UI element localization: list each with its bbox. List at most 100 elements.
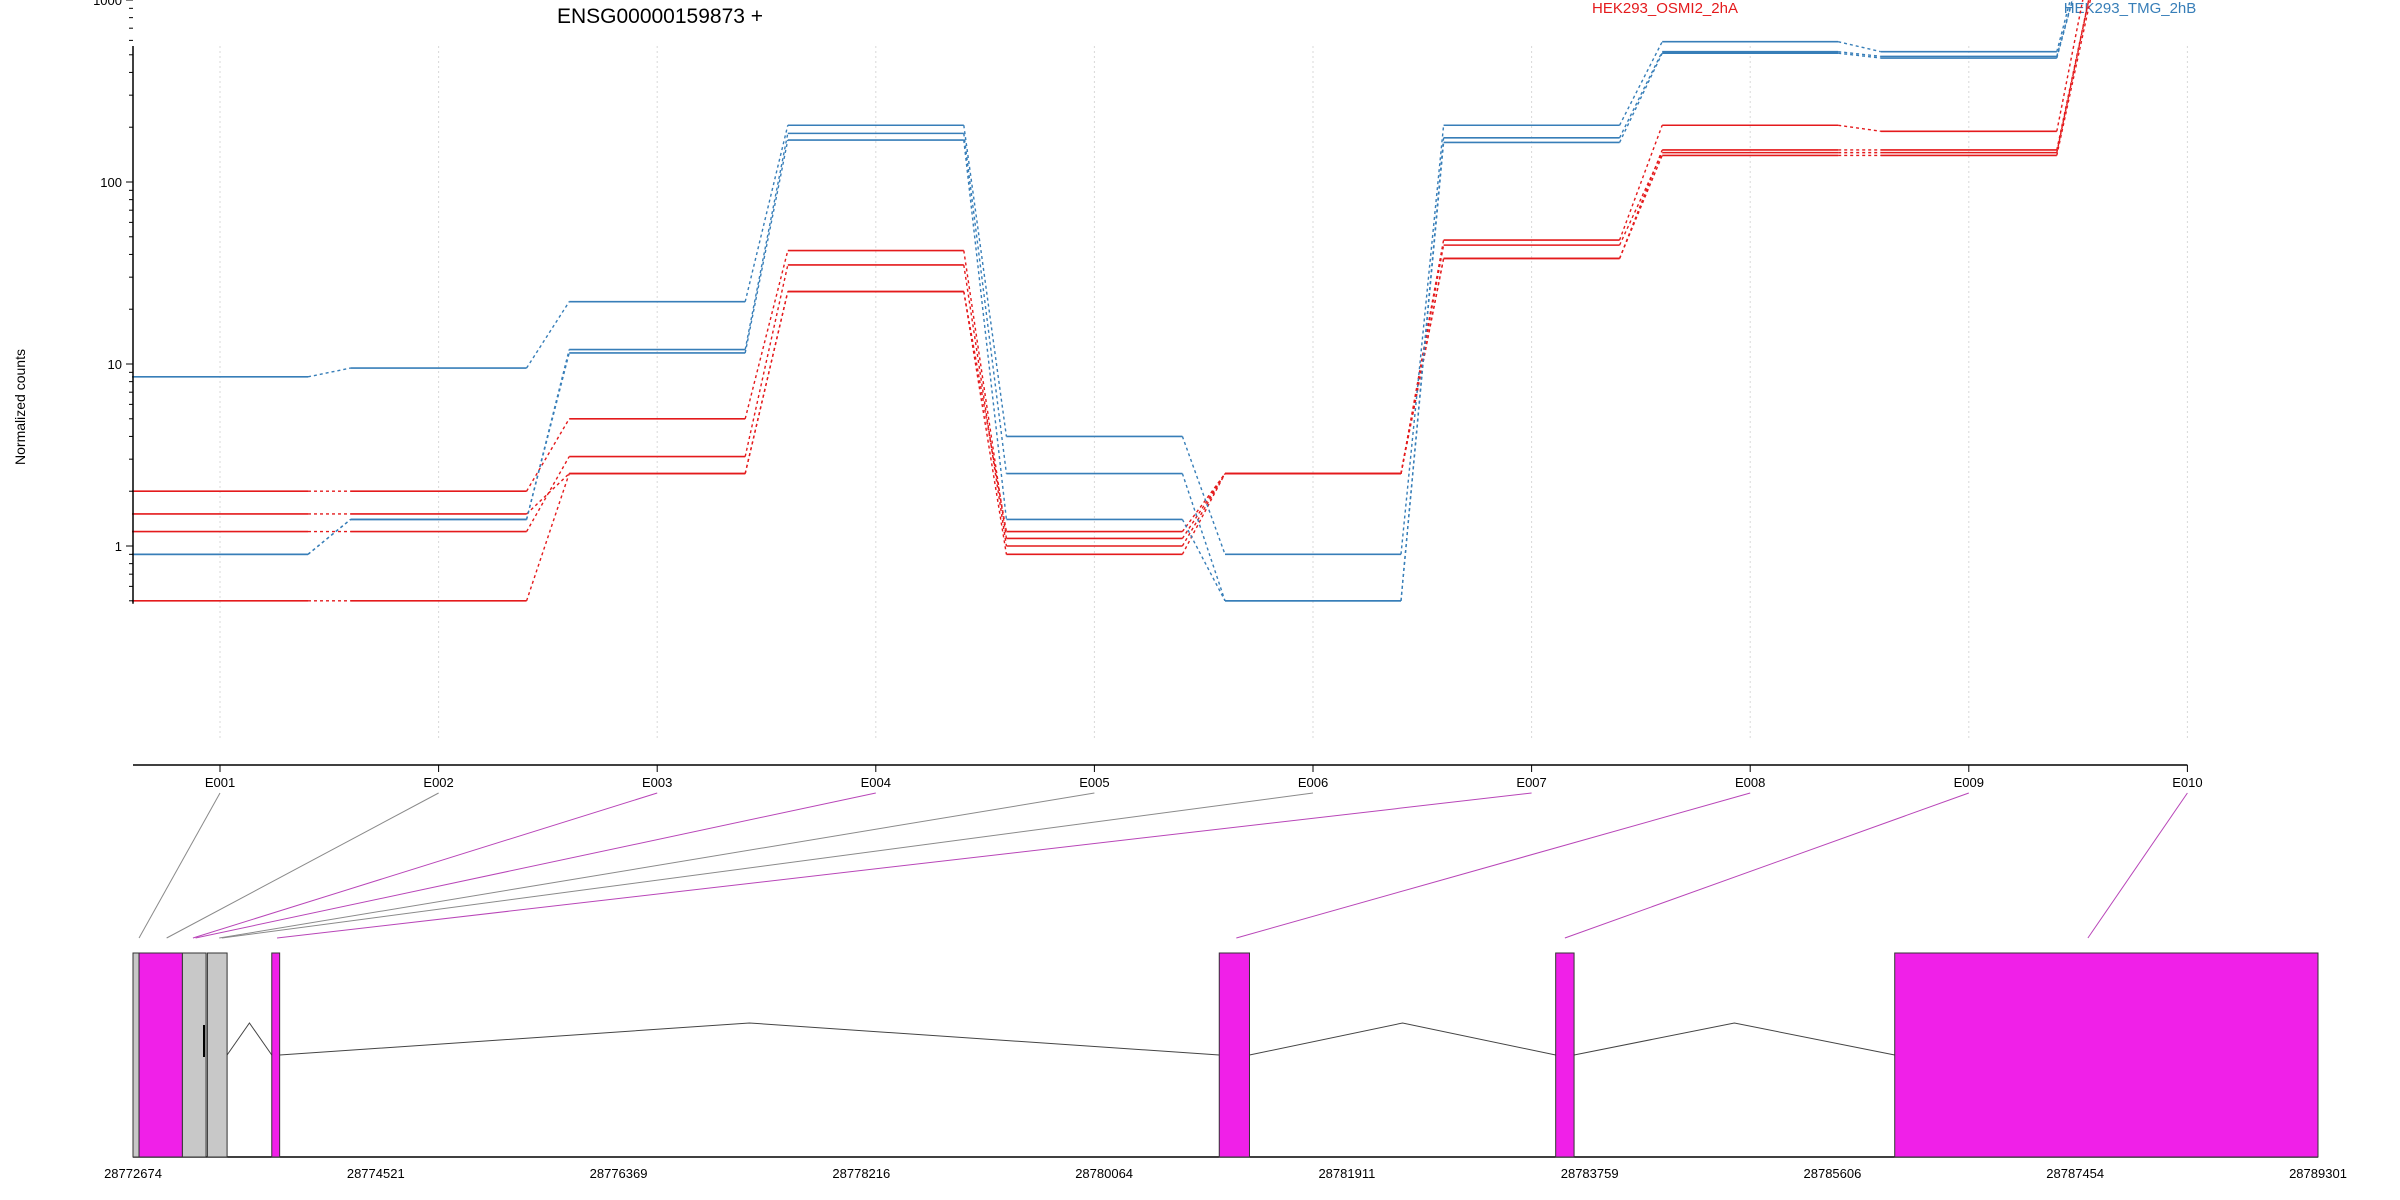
exon-E007 bbox=[1218, 952, 1250, 1158]
series-link bbox=[2056, 0, 2084, 132]
intron bbox=[226, 1022, 273, 1056]
series-link bbox=[525, 418, 570, 492]
series-HEK293_TMG_2hB-4 bbox=[132, 0, 2074, 602]
grid bbox=[219, 46, 2188, 740]
series-link bbox=[1838, 41, 1881, 53]
series-link bbox=[744, 139, 789, 354]
genomic-tick-label: 28774521 bbox=[347, 1166, 405, 1181]
series-link bbox=[1618, 51, 1663, 139]
y-tick-label: 1000 bbox=[93, 0, 122, 8]
x-tick-label-E004: E004 bbox=[861, 775, 891, 790]
series-link bbox=[307, 367, 351, 378]
legend-tmg: HEK293_TMG_2hB bbox=[2064, 0, 2197, 17]
exon-E002 bbox=[181, 952, 207, 1158]
series-HEK293_OSMI2_2hA-1 bbox=[132, 0, 2090, 547]
series-link bbox=[1181, 473, 1226, 539]
connector-E009 bbox=[1564, 792, 1969, 939]
series-link bbox=[526, 473, 570, 515]
y-tick-label: 10 bbox=[108, 357, 122, 372]
genomic-tick-label: 28781911 bbox=[1318, 1166, 1375, 1181]
series-link bbox=[744, 291, 789, 474]
series-link bbox=[525, 349, 570, 520]
y-tick-label: 100 bbox=[100, 175, 122, 190]
series-link bbox=[307, 518, 352, 555]
x-tick-label-E008: E008 bbox=[1735, 775, 1765, 790]
exon-E003 bbox=[206, 952, 228, 1158]
intron bbox=[1249, 1022, 1556, 1056]
series-link bbox=[963, 291, 1008, 532]
series-link bbox=[744, 133, 789, 350]
series-link bbox=[1838, 124, 1881, 132]
exon-E004 bbox=[271, 952, 281, 1158]
series-link bbox=[1618, 125, 1663, 241]
series-HEK293_TMG_2hB-5 bbox=[132, 0, 2072, 556]
x-tick-label-E005: E005 bbox=[1079, 775, 1109, 790]
series-link bbox=[1181, 473, 1226, 602]
genomic-tick-label: 28772674 bbox=[104, 1166, 162, 1181]
x-tick-label-E002: E002 bbox=[423, 775, 453, 790]
legend-osmi2: HEK293_OSMI2_2hA bbox=[1592, 0, 1738, 17]
genomic-tick-label: 28783759 bbox=[1561, 1166, 1619, 1181]
exon-E010 bbox=[1894, 952, 2319, 1158]
genomic-tick-label: 28787454 bbox=[2046, 1166, 2104, 1181]
series-link bbox=[1181, 519, 1226, 602]
series-link bbox=[744, 250, 789, 419]
connector-E008 bbox=[1236, 792, 1751, 939]
x-tick-label-E010: E010 bbox=[2172, 775, 2202, 790]
intron bbox=[279, 1022, 1220, 1056]
x-tick-label-E007: E007 bbox=[1516, 775, 1546, 790]
series-HEK293_OSMI2_2hA-3 bbox=[132, 0, 2090, 602]
genomic-tick-label: 28789301 bbox=[2289, 1166, 2347, 1181]
series-HEK293_TMG_2hB-6 bbox=[132, 0, 2073, 602]
series-link bbox=[1181, 473, 1226, 533]
series-link bbox=[963, 250, 1008, 539]
genomic-tick-label: 28778216 bbox=[832, 1166, 890, 1181]
series-link bbox=[744, 125, 789, 302]
series-link bbox=[1400, 239, 1445, 474]
y-tick-label: 1 bbox=[115, 539, 122, 554]
x-tick-label-E006: E006 bbox=[1298, 775, 1328, 790]
exon-E001 bbox=[138, 952, 183, 1158]
series-link bbox=[1838, 52, 1881, 59]
gene-model: 28772674 28774521 28776369 28778216 28780064… bbox=[104, 952, 2347, 1181]
series-link bbox=[1838, 50, 1881, 58]
x-tick-label-E001: E001 bbox=[205, 775, 235, 790]
genomic-tick-label: 28780064 bbox=[1075, 1166, 1133, 1181]
series-link bbox=[2056, 0, 2073, 57]
series-link bbox=[1618, 41, 1663, 126]
series-HEK293_OSMI2_2hA-0 bbox=[132, 0, 2092, 556]
series-link bbox=[744, 264, 789, 457]
intron bbox=[1573, 1022, 1895, 1056]
chart-title: ENSG00000159873 + bbox=[557, 5, 763, 28]
series-HEK293_OSMI2_2hA-2 bbox=[132, 0, 2084, 540]
x-tick-label-E003: E003 bbox=[642, 775, 672, 790]
series-link bbox=[1181, 473, 1226, 555]
x-tick-label-E009: E009 bbox=[1954, 775, 1984, 790]
connector-E002 bbox=[166, 792, 439, 939]
series-link bbox=[2056, 0, 2090, 151]
series-link bbox=[1618, 149, 1663, 259]
series-link bbox=[1400, 137, 1445, 601]
series-link bbox=[963, 125, 1008, 437]
y-axis-label: Normalized counts bbox=[12, 349, 28, 465]
connector-E001 bbox=[138, 792, 221, 939]
series-link bbox=[1181, 473, 1226, 547]
series-link bbox=[525, 456, 570, 532]
genomic-tick-label: 28785606 bbox=[1804, 1166, 1862, 1181]
series-link bbox=[2056, 0, 2090, 153]
series-link bbox=[1618, 52, 1663, 143]
series-link bbox=[1181, 436, 1226, 555]
connector-E006 bbox=[221, 792, 1314, 939]
connector-E005 bbox=[219, 792, 1095, 939]
exon-E008 bbox=[1555, 952, 1575, 1158]
connector-E007 bbox=[276, 792, 1532, 939]
exon-first bbox=[132, 952, 140, 1158]
exon-connectors bbox=[138, 792, 2188, 939]
connector-E003 bbox=[192, 792, 658, 939]
series-link bbox=[526, 301, 570, 369]
connector-E004 bbox=[195, 792, 876, 939]
connector-E010 bbox=[2087, 792, 2188, 939]
series-link bbox=[1400, 125, 1445, 555]
genomic-tick-label: 28776369 bbox=[590, 1166, 648, 1181]
